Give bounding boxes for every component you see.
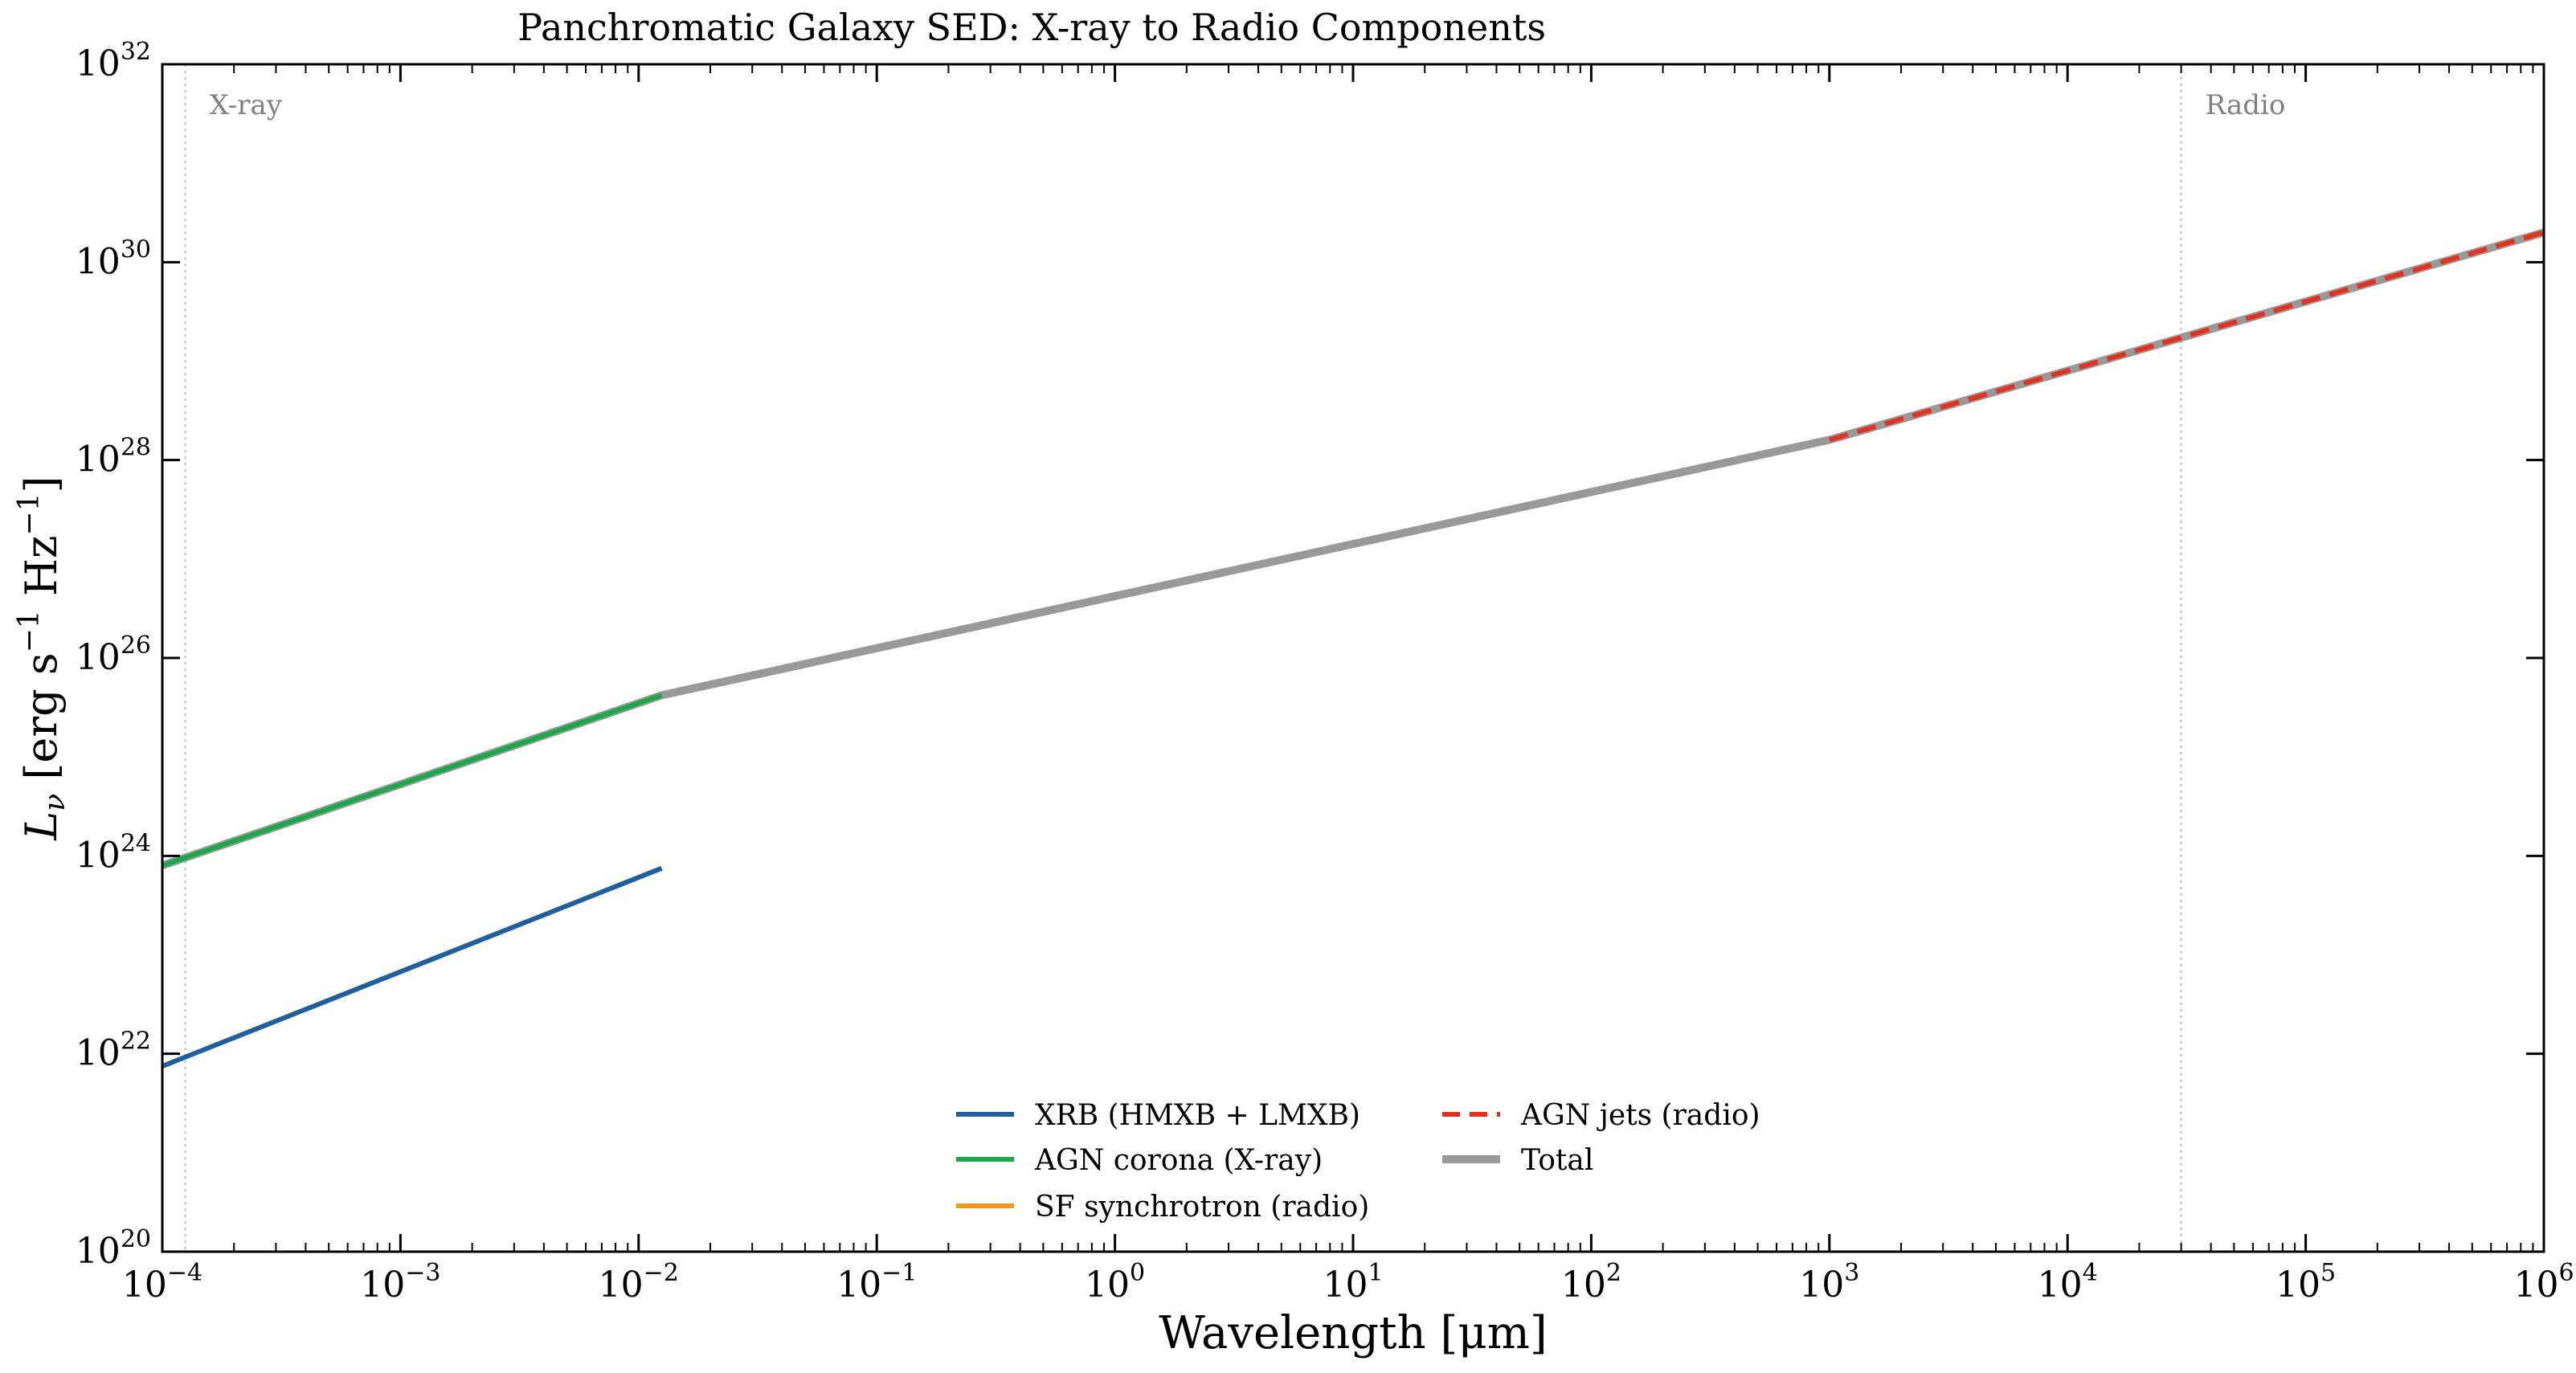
plot-frame [161,63,2545,1253]
x-tick-label: 10−1 [836,1259,917,1306]
x-tick-label: 101 [1323,1259,1383,1306]
legend-label-xrb-hmxb-lmxb: XRB (HMXB + LMXB) [1035,1099,1360,1132]
band-label-x-ray: X-ray [210,89,283,121]
x-tick-label: 104 [2038,1259,2098,1306]
plot-background [162,64,2544,1252]
y-tick-label: 1032 [76,38,151,84]
legend: XRB (HMXB + LMXB) AGN corona (X-ray) SF sy… [956,1099,1760,1224]
x-tick-label-base: 10 [360,1265,405,1306]
tick-layer: 10−4 10−3 10−2 10−1 100 101 102 103 104 105 106102… [76,38,2574,1306]
y-tick-label-base: 10 [76,43,121,84]
y-tick-label: 1022 [76,1028,151,1074]
x-tick-label: 100 [1085,1259,1145,1306]
y-tick-label-exponent: 28 [121,434,151,462]
series-line-agn-jets-radio [1828,230,2544,443]
x-tick-label-exponent: 0 [1130,1259,1145,1287]
x-tick-label-base: 10 [599,1265,644,1306]
x-tick-label: 10−2 [599,1259,679,1306]
y-tick-label: 1026 [76,631,151,678]
x-tick-label: 10−4 [122,1259,202,1306]
y-tick-label-exponent: 30 [121,235,151,264]
x-tick-label-base: 10 [1323,1265,1368,1306]
x-tick-label-exponent: 2 [1606,1259,1621,1287]
x-tick-label-base: 10 [2275,1265,2320,1306]
x-tick-label-base: 10 [122,1265,167,1306]
y-axis-label-units-a: [erg s [16,652,67,793]
y-tick-label-exponent: 20 [121,1225,151,1253]
y-tick-label: 1028 [76,434,151,480]
y-tick-label-base: 10 [76,1033,121,1074]
y-axis-label-exp1: −1 [13,610,46,652]
legend-label-sf-synchrotron-radio: SF synchrotron (radio) [1035,1191,1369,1224]
x-tick-label-exponent: 1 [1368,1259,1383,1287]
x-tick-label: 106 [2513,1259,2574,1306]
y-tick-label-base: 10 [76,439,121,480]
legend-label-agn-jets-radio: AGN jets (radio) [1520,1099,1760,1132]
x-tick-label-exponent: −4 [167,1259,202,1287]
x-tick-label-base: 10 [1085,1265,1130,1306]
x-tick-label-base: 10 [836,1265,881,1306]
x-tick-label-exponent: −2 [644,1259,679,1287]
y-tick-label: 1030 [76,235,151,282]
y-tick-label: 1024 [76,829,151,876]
x-tick-label-base: 10 [1799,1265,1844,1306]
x-tick-label-exponent: 4 [2083,1259,2098,1287]
y-axis-label: Lν [erg s−1 Hz−1] [13,476,72,840]
y-axis-label-subscript: ν [39,794,72,811]
x-tick-label: 102 [1561,1259,1621,1306]
x-tick-label-base: 10 [2513,1265,2558,1306]
series-line-xrb-hmxb-lmxb [162,865,663,1069]
y-tick-label: 1020 [76,1225,151,1272]
x-tick-label-exponent: 5 [2320,1259,2336,1287]
legend-label-agn-corona-x-ray: AGN corona (X-ray) [1034,1144,1323,1177]
x-tick-label: 103 [1799,1259,1859,1306]
x-tick-label-exponent: −3 [405,1259,440,1287]
x-tick-label-exponent: 6 [2558,1259,2574,1287]
band-label-radio: Radio [2206,89,2286,121]
y-tick-label-base: 10 [76,241,121,282]
legend-label-total: Total [1521,1144,1593,1177]
y-tick-label-exponent: 26 [121,631,151,660]
y-tick-label-base: 10 [76,835,121,876]
series-layer [162,228,2544,1069]
y-tick-label-exponent: 22 [121,1028,151,1056]
x-tick-label-base: 10 [2038,1265,2083,1306]
x-tick-label-exponent: −1 [881,1259,917,1287]
x-tick-label-exponent: 3 [1844,1259,1859,1287]
y-tick-label-exponent: 24 [121,829,151,857]
x-tick-label: 105 [2275,1259,2336,1306]
chart-title: Panchromatic Galaxy SED: X-ray to Radio … [517,6,1546,49]
band-marker-layer: X-ray Radio [184,64,2286,1252]
x-tick-label-base: 10 [1561,1265,1606,1306]
y-axis-label-units-c: ] [16,476,67,492]
y-tick-label-base: 10 [76,637,121,678]
series-line-agn-corona-x-ray [162,693,663,868]
y-tick-label-exponent: 32 [121,38,151,66]
y-tick-label-base: 10 [76,1231,121,1272]
x-axis-label: Wavelength [μm] [1159,1307,1547,1359]
x-tick-label: 10−3 [360,1259,440,1306]
y-axis-label-units-b: Hz [16,536,67,611]
y-axis-label-symbol: L [16,811,67,841]
y-axis-label-exp2: −1 [13,493,46,536]
